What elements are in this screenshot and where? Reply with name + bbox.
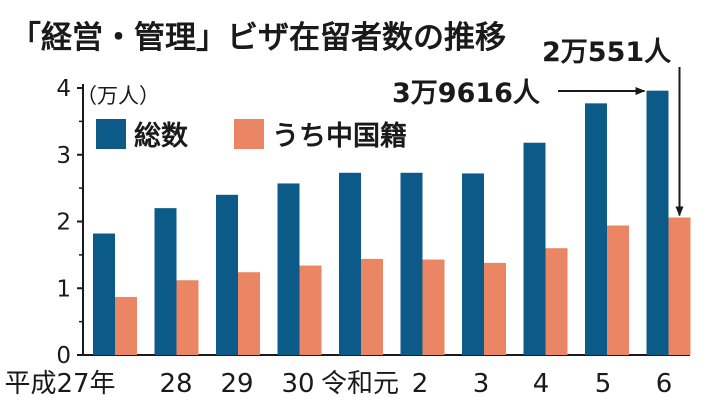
bar-total-3 xyxy=(277,183,300,355)
bar-total-4 xyxy=(339,172,361,355)
bar-total-2 xyxy=(216,194,238,355)
x-category-label-9: 6 xyxy=(656,369,673,399)
annotation-chinese-2024: 2万551人 xyxy=(542,37,671,68)
x-category-label-6: 3 xyxy=(473,369,490,399)
y-tick-label: 3 xyxy=(56,143,71,169)
y-tick-label: 0 xyxy=(56,343,71,369)
y-tick-label: 4 xyxy=(56,76,71,102)
x-category-label-1: 28 xyxy=(159,369,192,399)
x-category-label-8: 5 xyxy=(595,369,612,399)
legend-label-chinese: うち中国籍 xyxy=(272,120,407,152)
bar-chinese-1 xyxy=(176,280,199,355)
bar-chinese-8 xyxy=(607,225,629,355)
x-category-label-0: 平成27年 xyxy=(4,369,115,399)
x-category-label-7: 4 xyxy=(533,369,550,399)
bar-total-5 xyxy=(400,172,423,355)
bar-chinese-7 xyxy=(545,248,568,355)
bar-total-6 xyxy=(462,173,484,355)
legend-label-total: 総数 xyxy=(134,120,189,152)
annotation-total-2024: 3万9616人 xyxy=(392,78,540,109)
bar-chinese-9 xyxy=(668,217,691,355)
annotations: 2万551人 3万9616人 xyxy=(392,37,684,217)
bar-chinese-2 xyxy=(238,272,260,355)
x-axis-labels: 平成27年 28 29 30 令和元 2 3 4 5 6 xyxy=(4,369,672,399)
bar-chinese-4 xyxy=(361,258,383,355)
bar-total-8 xyxy=(585,103,607,355)
y-axis-unit-label: （万人） xyxy=(76,84,160,108)
bar-chinese-0 xyxy=(115,296,137,355)
y-tick-label: 2 xyxy=(56,210,71,236)
bar-chinese-6 xyxy=(484,262,506,355)
x-category-label-4: 令和元 xyxy=(321,369,399,399)
x-category-label-2: 29 xyxy=(220,369,253,399)
x-category-label-5: 2 xyxy=(412,369,429,399)
bar-chinese-3 xyxy=(299,265,322,355)
legend-swatch-total xyxy=(96,119,126,149)
bar-total-0 xyxy=(93,233,115,355)
bars xyxy=(93,90,691,356)
x-category-label-3: 30 xyxy=(281,369,314,399)
legend: 総数 うち中国籍 xyxy=(96,119,407,152)
bar-chinese-5 xyxy=(422,259,445,355)
chart-title: 「経営・管理」ビザ在留者数の推移 xyxy=(10,20,506,56)
y-tick-label: 1 xyxy=(56,276,71,302)
bar-total-9 xyxy=(646,90,669,356)
bar-total-7 xyxy=(523,142,546,355)
bar-total-1 xyxy=(154,208,177,355)
legend-swatch-chinese xyxy=(234,119,264,149)
